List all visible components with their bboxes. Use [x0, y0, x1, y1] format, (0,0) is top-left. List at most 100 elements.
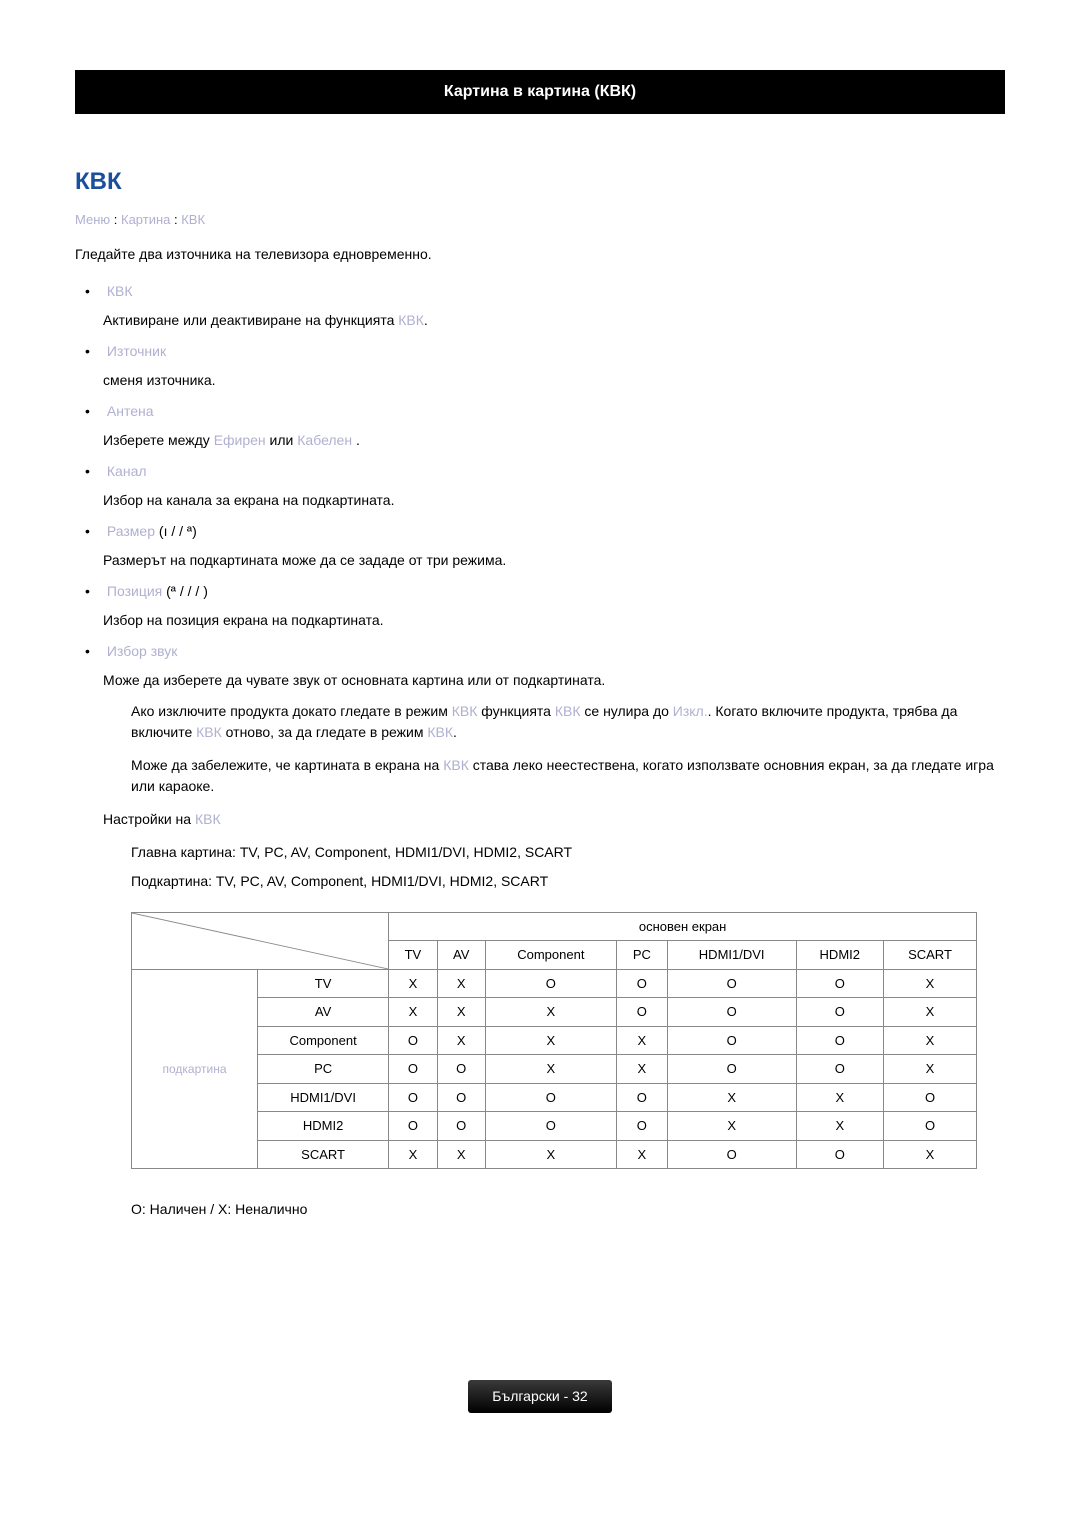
table-row: AVXXXOOOX	[132, 998, 977, 1027]
table-row: SCARTXXXXOOX	[132, 1140, 977, 1169]
note-part: Може да забележите, че картината в екран…	[131, 757, 443, 773]
list-item: Канал Избор на канала за екрана на подка…	[103, 461, 1005, 511]
table-cell: O	[485, 969, 616, 998]
note-accent: КВК	[443, 757, 469, 773]
item-title: Размер	[107, 523, 155, 539]
note-accent: КВК	[452, 703, 478, 719]
table-cell: O	[437, 1112, 485, 1141]
table-cell: O	[667, 1026, 796, 1055]
table-cell: X	[389, 969, 437, 998]
table-cell: X	[884, 969, 977, 998]
table-cell: O	[667, 1140, 796, 1169]
column-header: HDMI1/DVI	[667, 941, 796, 970]
row-header: HDMI1/DVI	[257, 1083, 388, 1112]
note-part: .	[453, 724, 457, 740]
table-cell: X	[437, 1140, 485, 1169]
table-cell: X	[884, 998, 977, 1027]
footer-page-number: 32	[572, 1388, 588, 1404]
item-title-suffix: (ı / / ª)	[155, 523, 197, 539]
settings-label: Настройки на КВК	[75, 809, 1005, 830]
table-row: HDMI2OOOOXXO	[132, 1112, 977, 1141]
compatibility-table: основен екран TVAVComponentPCHDMI1/DVIHD…	[131, 912, 977, 1170]
item-desc: Активиране или деактивиране на функцията	[103, 312, 398, 328]
table-cell: X	[437, 998, 485, 1027]
table-cell: X	[389, 998, 437, 1027]
note-part: Ако изключите продукта докато гледате в …	[131, 703, 452, 719]
column-header: SCART	[884, 941, 977, 970]
table-cell: X	[616, 1055, 667, 1084]
settings-label-text: Настройки на	[103, 811, 195, 827]
item-desc: Избор на позиция екрана на подкартината.	[103, 602, 1005, 631]
table-cell: O	[437, 1083, 485, 1112]
settings-label-accent: КВК	[195, 811, 221, 827]
table-cell: O	[667, 969, 796, 998]
item-desc-accent: КВК	[398, 312, 424, 328]
table-cell: X	[884, 1055, 977, 1084]
table-cell: O	[616, 998, 667, 1027]
list-item: Избор звук Може да изберете да чувате зв…	[103, 641, 1005, 691]
breadcrumb-sep: :	[114, 212, 121, 227]
table-cell: X	[437, 1026, 485, 1055]
table-row: PCOOXXOOX	[132, 1055, 977, 1084]
table-cell: X	[616, 1140, 667, 1169]
note-text: Може да забележите, че картината в екран…	[131, 755, 1005, 797]
column-header: HDMI2	[796, 941, 883, 970]
table-cell: O	[485, 1083, 616, 1112]
note-accent: КВК	[427, 724, 453, 740]
note-part: функцията	[477, 703, 554, 719]
table-cell: X	[884, 1026, 977, 1055]
column-header: TV	[389, 941, 437, 970]
list-item: Позиция (ª / / / ) Избор на позиция екра…	[103, 581, 1005, 631]
row-header: TV	[257, 969, 388, 998]
note-part: отново, за да гледате в режим	[222, 724, 428, 740]
col-group-header: основен екран	[389, 912, 977, 941]
list-item: Размер (ı / / ª) Размерът на подкартинат…	[103, 521, 1005, 571]
main-picture-sources: Главна картина: TV, PC, AV, Component, H…	[75, 842, 1005, 863]
table-cell: O	[667, 1055, 796, 1084]
table-cell: O	[796, 998, 883, 1027]
table-cell: O	[389, 1026, 437, 1055]
list-item: КВК Активиране или деактивиране на функц…	[103, 281, 1005, 331]
table-cell: X	[485, 1140, 616, 1169]
list-item: Източник сменя източника.	[103, 341, 1005, 391]
item-title: Антена	[107, 403, 154, 419]
item-title: Избор звук	[107, 643, 177, 659]
column-header: AV	[437, 941, 485, 970]
column-header: PC	[616, 941, 667, 970]
footer-language: Български -	[492, 1388, 572, 1404]
table-cell: O	[437, 1055, 485, 1084]
item-desc-accent: Кабелен	[297, 432, 352, 448]
table-cell: X	[667, 1083, 796, 1112]
list-item: Антена Изберете между Ефирен или Кабелен…	[103, 401, 1005, 451]
table-cell: O	[884, 1083, 977, 1112]
table-legend: O: Наличен / X: Неналично	[75, 1199, 1005, 1220]
item-desc: Изберете между	[103, 432, 214, 448]
intro-text: Гледайте два източника на телевизора едн…	[75, 244, 1005, 265]
table-cell: X	[437, 969, 485, 998]
table-cell: O	[796, 1026, 883, 1055]
item-title: Позиция	[107, 583, 162, 599]
note-text: Ако изключите продукта докато гледате в …	[131, 701, 1005, 743]
table-corner	[132, 912, 389, 969]
item-desc: или	[266, 432, 298, 448]
item-desc: сменя източника.	[103, 362, 1005, 391]
table-row: подкартинаTVXXOOOOX	[132, 969, 977, 998]
table-cell: X	[616, 1026, 667, 1055]
option-list: КВК Активиране или деактивиране на функц…	[75, 281, 1005, 691]
table-cell: X	[389, 1140, 437, 1169]
table-cell: X	[796, 1112, 883, 1141]
note-accent: КВК	[196, 724, 222, 740]
item-title: КВК	[107, 283, 133, 299]
table-cell: O	[616, 969, 667, 998]
table-cell: X	[884, 1140, 977, 1169]
page-title: КВК	[75, 164, 1005, 200]
item-desc: .	[424, 312, 428, 328]
note-accent: Изкл.	[673, 703, 708, 719]
row-group-header: подкартина	[132, 969, 258, 1169]
item-desc: Избор на канала за екрана на подкартинат…	[103, 482, 1005, 511]
table-cell: X	[667, 1112, 796, 1141]
row-header: AV	[257, 998, 388, 1027]
table-cell: O	[389, 1083, 437, 1112]
table-row: HDMI1/DVIOOOOXXO	[132, 1083, 977, 1112]
table-row: ComponentOXXXOOX	[132, 1026, 977, 1055]
